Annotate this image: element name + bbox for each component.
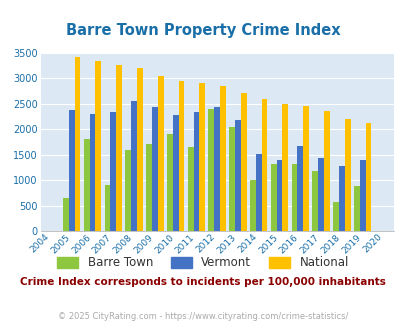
Bar: [104, 185, 110, 231]
Bar: [125, 149, 131, 231]
Bar: [214, 107, 220, 231]
Bar: [364, 123, 371, 231]
Bar: [187, 147, 193, 231]
Bar: [276, 160, 282, 231]
Bar: [282, 104, 288, 231]
Bar: [291, 164, 297, 231]
Bar: [199, 83, 205, 231]
Bar: [323, 111, 329, 231]
Bar: [249, 180, 255, 231]
Bar: [193, 112, 199, 231]
Bar: [311, 171, 318, 231]
Bar: [208, 109, 214, 231]
Bar: [297, 147, 303, 231]
Bar: [359, 160, 364, 231]
Bar: [255, 153, 261, 231]
Bar: [344, 119, 350, 231]
Bar: [69, 110, 75, 231]
Bar: [338, 166, 344, 231]
Text: Barre Town Property Crime Index: Barre Town Property Crime Index: [66, 23, 339, 38]
Bar: [95, 61, 101, 231]
Text: Crime Index corresponds to incidents per 100,000 inhabitants: Crime Index corresponds to incidents per…: [20, 277, 385, 287]
Bar: [116, 65, 122, 231]
Bar: [220, 86, 225, 231]
Bar: [333, 202, 338, 231]
Bar: [303, 106, 308, 231]
Bar: [158, 76, 163, 231]
Bar: [270, 164, 276, 231]
Bar: [318, 158, 323, 231]
Bar: [166, 134, 172, 231]
Bar: [234, 120, 240, 231]
Bar: [146, 145, 151, 231]
Bar: [90, 114, 95, 231]
Bar: [172, 115, 178, 231]
Text: © 2025 CityRating.com - https://www.cityrating.com/crime-statistics/: © 2025 CityRating.com - https://www.city…: [58, 312, 347, 321]
Bar: [83, 139, 90, 231]
Bar: [229, 127, 234, 231]
Bar: [131, 101, 136, 231]
Legend: Barre Town, Vermont, National: Barre Town, Vermont, National: [52, 252, 353, 274]
Bar: [178, 81, 184, 231]
Bar: [63, 198, 69, 231]
Bar: [75, 57, 80, 231]
Bar: [240, 92, 246, 231]
Bar: [261, 99, 267, 231]
Bar: [151, 107, 158, 231]
Bar: [136, 68, 143, 231]
Bar: [353, 186, 359, 231]
Bar: [110, 112, 116, 231]
